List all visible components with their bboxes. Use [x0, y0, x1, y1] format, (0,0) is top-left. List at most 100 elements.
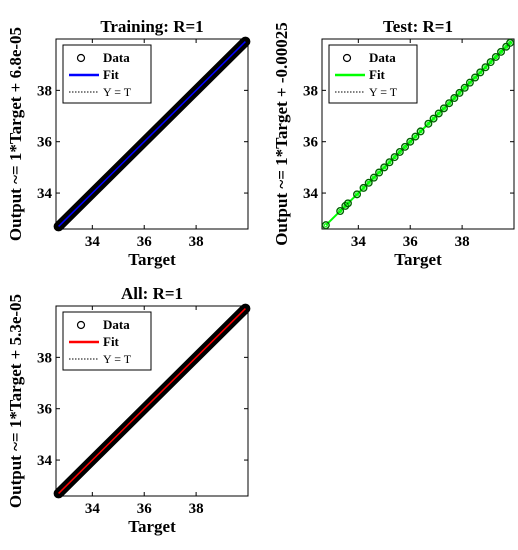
legend-data-label: Data	[369, 50, 396, 65]
legend-fit-label: Fit	[103, 67, 120, 82]
data-point	[429, 114, 438, 123]
legend-yt-label: Y = T	[103, 352, 132, 366]
data-point	[455, 88, 464, 97]
y-tick-label: 34	[303, 186, 319, 202]
data-point-inner	[413, 134, 418, 139]
legend-data-label: Data	[103, 50, 130, 65]
data-point-inner	[323, 223, 328, 228]
y-tick-label: 34	[37, 186, 53, 202]
data-point	[369, 173, 378, 182]
chart-title: Test: R=1	[383, 17, 453, 36]
y-tick-label: 36	[303, 135, 319, 151]
data-point	[390, 153, 399, 162]
fit-line	[58, 41, 246, 227]
legend: Data Fit Y = T	[328, 44, 418, 104]
data-point	[343, 199, 352, 208]
y-axis-label: Output ~= 1*Target + 6.8e-05	[6, 27, 25, 241]
x-axis-label: Target	[128, 250, 176, 269]
data-point	[321, 221, 330, 230]
y-tick-label: 36	[37, 135, 53, 151]
data-point-inner	[441, 106, 446, 111]
data-point-inner	[508, 40, 513, 45]
data-point	[406, 137, 415, 146]
fit-line	[58, 308, 246, 494]
data-point-inner	[355, 192, 360, 197]
legend-data-label: Data	[103, 317, 130, 332]
x-tick-label: 38	[455, 234, 470, 250]
data-point-inner	[504, 44, 509, 49]
data-point	[359, 183, 368, 192]
data-point	[460, 83, 469, 92]
y-tick-label: 38	[37, 83, 52, 99]
legend-yt-label: Y = T	[369, 85, 398, 99]
data-point	[491, 52, 500, 61]
data-point-inner	[392, 155, 397, 160]
data-point	[364, 178, 373, 187]
data-point-inner	[447, 101, 452, 106]
data-point	[385, 158, 394, 167]
data-point	[471, 73, 480, 82]
data-point	[424, 119, 433, 128]
y-tick-label: 38	[37, 350, 52, 366]
x-tick-label: 36	[137, 234, 153, 250]
legend-data-marker	[76, 53, 86, 63]
legend-yt-label: Y = T	[103, 85, 132, 99]
data-point-inner	[338, 209, 343, 214]
data-point	[445, 99, 454, 108]
chart-panel-3: 34 36 38 34 36 38 All: R=1 Target Output ~= 1*Ta…	[6, 284, 251, 536]
legend-fit-label: Fit	[103, 334, 120, 349]
data-point	[411, 132, 420, 141]
data-point-inner	[403, 144, 408, 149]
data-point-inner	[377, 170, 382, 175]
x-tick-label: 38	[189, 234, 204, 250]
legend-data-marker	[342, 53, 352, 63]
chart-panel-1: 34 36 38 34 36 38 Training: R=1 Target Output ~=…	[6, 17, 251, 269]
legend: Data Fit Y = T	[62, 311, 152, 371]
data-point-inner	[452, 96, 457, 101]
data-point	[486, 58, 495, 67]
data-point	[506, 38, 515, 47]
data-point-inner	[387, 160, 392, 165]
chart-title: Training: R=1	[100, 17, 203, 36]
x-tick-label: 36	[137, 501, 153, 517]
y-axis-label: Output ~= 1*Target + 5.3e-05	[6, 294, 25, 508]
data-point-inner	[361, 185, 366, 190]
data-point	[353, 190, 362, 199]
legend-data-marker	[76, 320, 86, 330]
data-point-inner	[382, 165, 387, 170]
y-tick-label: 38	[303, 83, 318, 99]
fit-line	[325, 40, 513, 226]
data-point-inner	[418, 129, 423, 134]
data-point-inner	[436, 111, 441, 116]
data-point-inner	[426, 121, 431, 126]
data-point	[375, 168, 384, 177]
data-point	[336, 207, 345, 216]
data-point-inner	[345, 201, 350, 206]
data-point	[497, 47, 506, 56]
data-point-inner	[457, 90, 462, 95]
data-point-inner	[478, 70, 483, 75]
x-axis-label: Target	[394, 250, 442, 269]
y-tick-label: 34	[37, 453, 53, 469]
y-tick-label: 36	[37, 402, 53, 418]
legend-fit-label: Fit	[369, 67, 386, 82]
chart-title: All: R=1	[121, 284, 183, 303]
x-tick-label: 34	[351, 234, 367, 250]
data-point	[434, 109, 443, 118]
x-axis-label: Target	[128, 517, 176, 536]
data-point-inner	[462, 85, 467, 90]
data-point	[476, 68, 485, 77]
data-point	[465, 78, 474, 87]
data-point	[439, 104, 448, 113]
data-point-inner	[397, 149, 402, 154]
data-point-inner	[431, 116, 436, 121]
legend: Data Fit Y = T	[62, 44, 152, 104]
data-point-inner	[483, 65, 488, 70]
data-point-inner	[408, 139, 413, 144]
data-point	[450, 94, 459, 103]
data-point-inner	[493, 54, 498, 59]
data-point-inner	[488, 60, 493, 65]
data-point-inner	[366, 180, 371, 185]
x-tick-label: 38	[189, 501, 204, 517]
